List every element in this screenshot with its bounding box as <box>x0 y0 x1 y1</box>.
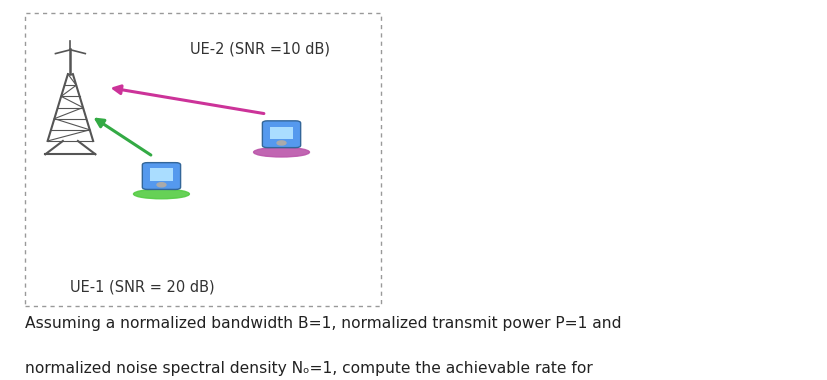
Text: UE-2 (SNR =10 dB): UE-2 (SNR =10 dB) <box>190 42 330 57</box>
FancyBboxPatch shape <box>142 163 180 189</box>
Circle shape <box>277 141 285 145</box>
Text: Assuming a normalized bandwidth B=1, normalized transmit power P=1 and: Assuming a normalized bandwidth B=1, nor… <box>25 316 620 331</box>
Ellipse shape <box>133 189 189 199</box>
Text: normalized noise spectral density Nₒ=1, compute the achievable rate for: normalized noise spectral density Nₒ=1, … <box>25 361 592 376</box>
FancyBboxPatch shape <box>150 168 173 181</box>
Circle shape <box>157 183 165 187</box>
Text: UE-1 (SNR = 20 dB): UE-1 (SNR = 20 dB) <box>70 279 215 294</box>
FancyBboxPatch shape <box>270 127 293 139</box>
Ellipse shape <box>253 147 309 157</box>
FancyBboxPatch shape <box>262 121 300 147</box>
